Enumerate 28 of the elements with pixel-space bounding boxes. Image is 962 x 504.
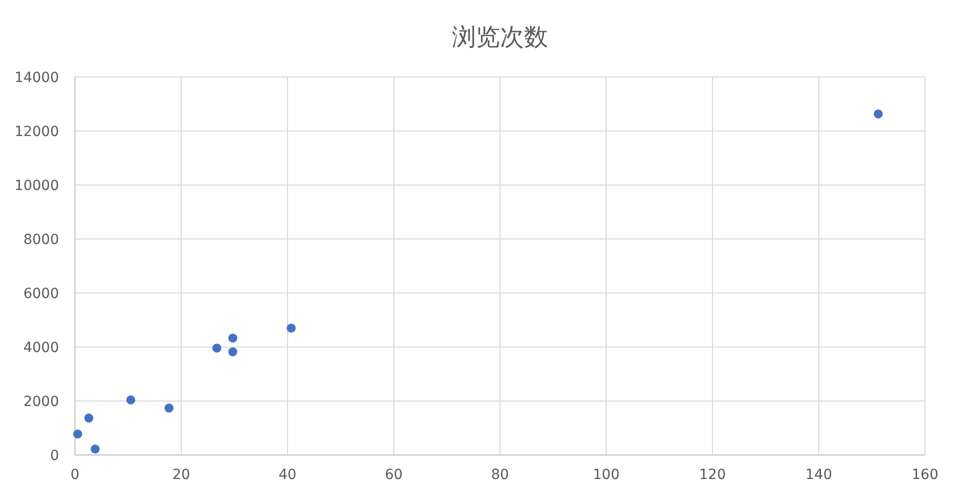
x-tick-label: 160 <box>912 467 938 483</box>
point <box>212 344 222 353</box>
x-tick-label: 40 <box>278 467 296 483</box>
y-tick-label: 0 <box>50 448 59 464</box>
y-tick-label: 8000 <box>23 232 59 248</box>
y-tick-label: 10000 <box>14 178 59 194</box>
y-tick-label: 2000 <box>23 394 59 410</box>
x-tick-label: 100 <box>592 467 620 483</box>
point <box>874 109 883 118</box>
y-tick-label: 14000 <box>14 70 59 86</box>
x-tick-label: 140 <box>805 467 832 483</box>
y-tick-label: 12000 <box>14 124 59 140</box>
chart-title: 浏览次数 <box>452 23 548 51</box>
x-tick-label: 20 <box>172 467 190 483</box>
point <box>228 347 238 356</box>
x-tick-label: 60 <box>384 467 403 483</box>
x-tick-label: 0 <box>70 467 80 483</box>
x-tick-label: 80 <box>491 467 509 483</box>
y-tick-label: 4000 <box>23 340 59 356</box>
point <box>286 324 296 333</box>
point <box>73 429 82 438</box>
x-tick-label: 120 <box>699 467 726 483</box>
y-tick-label: 6000 <box>23 286 59 302</box>
point <box>164 404 174 413</box>
point <box>228 334 238 343</box>
point <box>126 395 136 404</box>
point <box>90 444 100 454</box>
point <box>84 414 94 423</box>
